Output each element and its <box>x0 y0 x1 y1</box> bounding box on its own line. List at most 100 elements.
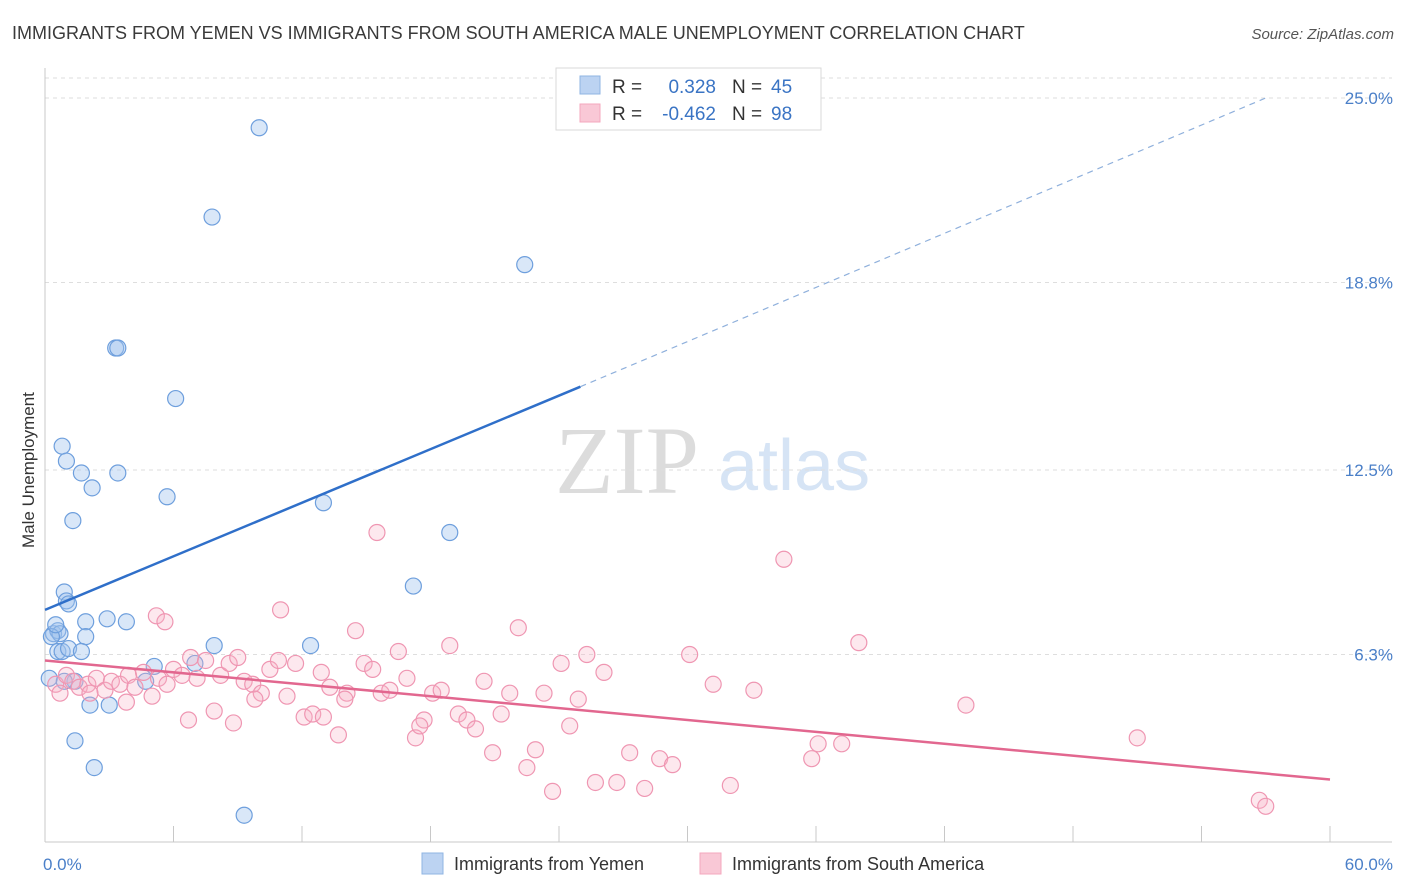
point-south-america <box>51 684 69 702</box>
point-south-america <box>578 645 596 664</box>
point-south-america <box>81 684 99 702</box>
legend-item-yemen[interactable]: Immigrants from Yemen <box>421 852 644 875</box>
point-south-america <box>1257 797 1275 815</box>
point-south-america <box>636 779 654 798</box>
point-south-america <box>721 776 739 795</box>
x-tick-label: 0.0% <box>43 855 82 874</box>
point-south-america <box>188 669 206 687</box>
point-yemen <box>167 389 185 408</box>
point-yemen <box>100 696 118 714</box>
legend-label-yemen: Immigrants from Yemen <box>454 854 644 874</box>
point-yemen <box>47 616 65 634</box>
chart-title: IMMIGRANTS FROM YEMEN VS IMMIGRANTS FROM… <box>12 23 1025 43</box>
point-south-america <box>663 756 682 774</box>
point-south-america <box>269 651 288 670</box>
point-south-america <box>156 613 174 631</box>
point-south-america <box>246 690 264 708</box>
point-south-america <box>381 681 399 699</box>
stats-n-value-south-america: 98 <box>771 104 792 125</box>
point-south-america <box>252 684 270 702</box>
legend-item-south-america[interactable]: Immigrants from South America <box>699 852 985 875</box>
stats-swatch-south-america <box>579 103 601 123</box>
point-yemen <box>516 256 534 274</box>
point-south-america <box>314 708 333 726</box>
point-yemen <box>301 636 320 655</box>
y-tick-label: 18.8% <box>1345 274 1393 293</box>
y-tick-label: 12.5% <box>1345 461 1393 480</box>
point-south-america <box>271 601 290 619</box>
point-south-america <box>586 773 605 792</box>
point-yemen <box>72 642 91 661</box>
point-south-america <box>526 741 545 759</box>
point-south-america <box>1250 791 1268 809</box>
x-tick-labels: 0.0% 60.0% <box>43 855 1393 874</box>
point-yemen <box>98 610 116 628</box>
point-south-america <box>182 648 200 667</box>
point-yemen <box>59 639 78 658</box>
point-south-america <box>552 654 570 673</box>
legend-swatch-yemen <box>421 852 444 875</box>
y-tick-label: 25.0% <box>1345 89 1393 108</box>
point-yemen <box>53 437 71 455</box>
stats-r-label-yemen: R = <box>612 77 642 98</box>
trend-line-yemen-extension <box>580 97 1266 388</box>
point-yemen <box>117 613 135 631</box>
point-south-america <box>147 607 165 625</box>
point-south-america <box>179 711 198 729</box>
point-south-america <box>158 675 176 693</box>
point-south-america <box>501 684 519 702</box>
point-south-america <box>1128 729 1146 747</box>
point-south-america <box>205 702 223 720</box>
point-yemen <box>109 339 127 357</box>
point-south-america <box>957 696 975 714</box>
point-south-america <box>304 705 322 723</box>
point-yemen <box>441 523 459 542</box>
point-south-america <box>389 642 407 661</box>
point-south-america <box>850 634 868 652</box>
chart-source[interactable]: Source: ZipAtlas.com <box>1251 26 1394 43</box>
point-south-america <box>561 717 579 735</box>
point-south-america <box>364 660 382 678</box>
point-south-america <box>484 744 502 762</box>
point-yemen <box>404 577 422 595</box>
point-south-america <box>261 660 279 678</box>
point-yemen <box>64 511 82 530</box>
point-south-america <box>197 651 215 670</box>
watermark-atlas: atlas <box>718 426 870 506</box>
point-yemen <box>83 479 101 497</box>
point-south-america <box>346 622 365 640</box>
point-south-america <box>336 690 354 708</box>
stats-n-value-yemen: 45 <box>771 77 792 98</box>
point-south-america <box>449 705 467 723</box>
legend: Immigrants from Yemen Immigrants from So… <box>421 852 985 875</box>
stats-n-label-yemen: N = <box>732 77 762 98</box>
point-south-america <box>704 675 722 693</box>
y-axis-label: Male Unemployment <box>19 392 38 548</box>
y-tick-labels: 6.3% 12.5% 18.8% 25.0% <box>1345 89 1393 665</box>
watermark: ZIP atlas <box>555 407 870 514</box>
x-tick-label: 60.0% <box>1345 855 1393 874</box>
stats-n-label-south-america: N = <box>732 104 762 125</box>
point-south-america <box>535 684 553 702</box>
point-south-america <box>224 714 243 732</box>
y-tick-label: 6.3% <box>1354 646 1393 665</box>
point-yemen <box>158 488 176 506</box>
point-south-america <box>608 773 626 792</box>
point-south-america <box>278 687 296 705</box>
point-yemen <box>49 642 67 661</box>
point-south-america <box>368 523 386 542</box>
stats-r-label-south-america: R = <box>612 104 642 125</box>
point-south-america <box>492 705 510 723</box>
stats-r-value-yemen: 0.328 <box>668 77 716 98</box>
point-south-america <box>475 672 493 690</box>
point-south-america <box>509 619 527 637</box>
stats-r-value-south-america: -0.462 <box>662 104 716 125</box>
point-south-america <box>329 726 348 744</box>
point-south-america <box>569 690 587 708</box>
point-yemen <box>205 636 223 655</box>
point-south-america <box>355 654 373 673</box>
point-south-america <box>441 636 459 655</box>
point-south-america <box>398 669 416 687</box>
point-south-america <box>803 750 821 768</box>
scatter-points <box>40 119 1275 824</box>
